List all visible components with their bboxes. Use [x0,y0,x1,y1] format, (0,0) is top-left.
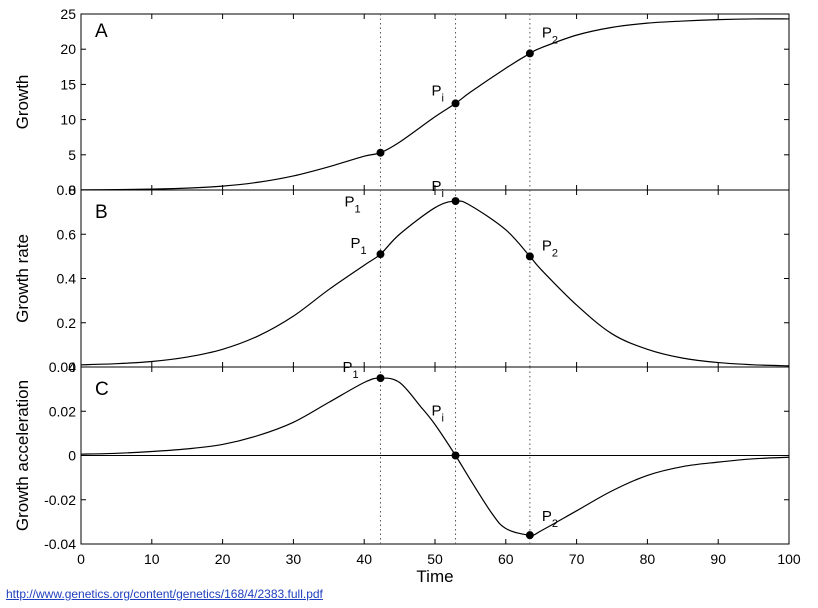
key-point-1 [376,148,385,157]
y-tick-label: 25 [60,6,76,22]
key-point-1 [376,374,385,383]
source-link[interactable]: http://www.genetics.org/content/genetics… [6,587,323,601]
y-axis-label: Growth [13,75,32,130]
y-tick-label: 0.2 [57,315,77,331]
point-label-2: P2 [542,508,558,530]
y-axis-label: Growth rate [13,234,32,323]
y-tick-label: 20 [60,41,76,57]
point-label-1: P1 [342,359,358,381]
y-tick-label: 0 [68,182,76,198]
y-tick-label: 0.4 [57,271,77,287]
y-tick-label: -0.02 [44,492,76,508]
point-label-i: Pi [432,82,444,104]
panel-letter: A [95,21,108,42]
panel-letter: B [95,202,108,223]
key-point-i [451,99,460,108]
series-line [80,377,790,536]
key-point-2 [525,252,534,261]
x-tick-label: 60 [498,551,514,567]
y-tick-label: 0.6 [57,226,77,242]
point-label-i: Pi [432,178,444,200]
point-label-1: P1 [344,194,360,216]
key-point-i [451,197,460,206]
series-line [80,200,790,367]
x-tick-label: 90 [710,551,726,567]
key-point-2 [525,49,534,58]
y-tick-label: 10 [60,112,76,128]
x-tick-label: 30 [286,551,302,567]
x-tick-label: 80 [640,551,656,567]
y-tick-label: 0 [68,448,76,464]
y-axis-label: Growth acceleration [13,380,32,531]
key-point-i [451,451,460,460]
panel-letter: C [95,379,109,400]
series-line [80,18,790,191]
point-label-i: Pi [432,403,444,425]
y-tick-label: 0.8 [57,182,77,198]
x-axis-label: Time [416,567,453,586]
x-tick-label: 70 [569,551,585,567]
x-tick-label: 20 [215,551,231,567]
y-tick-label: 0 [68,359,76,375]
y-tick-label: -0.04 [44,536,76,552]
panel-b: 0 0.2 0.4 0.6 0.8 P1 Pi P2 B Growth rate [13,178,790,375]
key-point-1 [376,250,385,259]
key-point-2 [525,531,534,540]
x-tick-label: 40 [356,551,372,567]
y-tick-label: 15 [60,76,76,92]
point-label-1: P1 [350,235,366,257]
x-tick-label: 100 [777,551,801,567]
x-tick-label: 10 [144,551,160,567]
y-tick-label: 0.04 [49,359,76,375]
point-label-2: P2 [542,237,558,259]
x-tick-label: 50 [427,551,443,567]
point-label-2: P2 [542,24,558,46]
y-tick-label: 0.02 [49,403,76,419]
x-tick-label: 0 [77,551,85,567]
y-tick-label: 5 [68,147,76,163]
